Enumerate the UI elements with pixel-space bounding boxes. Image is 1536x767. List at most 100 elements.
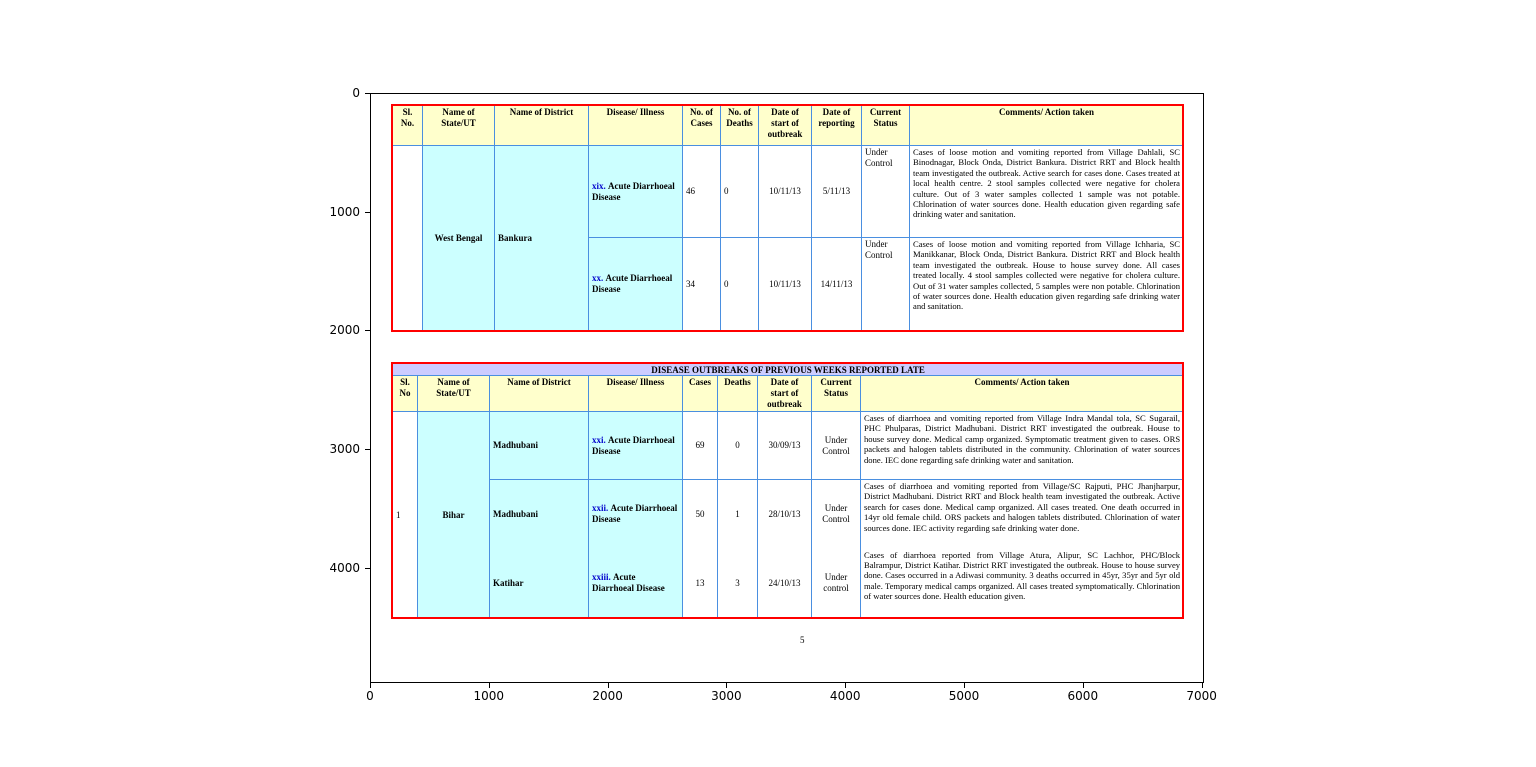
status-cell: Under control bbox=[811, 548, 861, 619]
x-tick-mark bbox=[845, 683, 847, 688]
header-cell: Name of District bbox=[489, 375, 589, 412]
item-number: xxiii. bbox=[592, 572, 611, 583]
y-tick-label: 4000 bbox=[329, 560, 360, 575]
header-cell: Comments/ Action taken bbox=[859, 375, 1185, 412]
y-tick-mark bbox=[365, 93, 370, 94]
header-cell: Comments/ Action taken bbox=[909, 105, 1184, 146]
header-cell: Cases bbox=[682, 375, 718, 412]
deaths-cell: 0 bbox=[720, 145, 759, 238]
start-date-cell: 24/10/13 bbox=[757, 548, 812, 619]
sl-cell: 1 bbox=[392, 411, 418, 619]
status-cell: Under Control bbox=[811, 411, 861, 480]
table-row: 1 Bihar Madhubani xxi. Acute Diarrhoeal … bbox=[392, 411, 1185, 619]
x-tick-mark bbox=[607, 683, 609, 688]
state-cell: Bihar bbox=[417, 411, 490, 619]
comments-cell: Cases of loose motion and vomiting repor… bbox=[909, 237, 1184, 331]
x-tick-mark bbox=[1082, 683, 1084, 688]
start-date-cell: 28/10/13 bbox=[757, 479, 812, 549]
table-row: xx. Acute Diarrhoeal Disease 34 0 10/11/… bbox=[393, 237, 1184, 331]
y-tick-label: 0 bbox=[352, 86, 360, 100]
header-cell: Sl. No. bbox=[392, 105, 423, 146]
y-tick-label: 3000 bbox=[329, 442, 360, 457]
table-row: Katihar xxiii. Acute Diarrhoeal Disease … bbox=[393, 548, 1185, 619]
y-tick-mark bbox=[365, 330, 370, 332]
deaths-cell: 0 bbox=[720, 237, 759, 331]
cases-cell: 13 bbox=[682, 548, 718, 619]
district-cell: Katihar bbox=[489, 548, 589, 619]
disease-name: Acute Diarrhoeal Disease bbox=[592, 503, 678, 525]
disease-name: Acute Diarrhoeal Disease bbox=[592, 434, 675, 456]
y-tick-label: 1000 bbox=[329, 204, 360, 219]
x-tick-mark bbox=[726, 683, 728, 688]
disease-cell: xxiii. Acute Diarrhoeal Disease bbox=[588, 548, 683, 619]
start-date-cell: 10/11/13 bbox=[758, 145, 812, 238]
header-row: Sl. No. Name of State/UT Name of Distric… bbox=[392, 105, 1184, 146]
item-number: xxi. bbox=[592, 434, 606, 445]
x-tick-label: 4000 bbox=[829, 689, 861, 703]
cases-cell: 50 bbox=[682, 479, 718, 549]
disease-name: Acute Diarrhoeal Disease bbox=[592, 180, 675, 202]
disease-cell: xix. Acute Diarrhoeal Disease bbox=[588, 145, 683, 238]
table-row: West Bengal Bankura xix. Acute Diarrhoea… bbox=[392, 145, 1184, 331]
status-cell: Under Control bbox=[861, 145, 910, 238]
table-row: Madhubani xxii. Acute Diarrhoeal Disease… bbox=[393, 479, 1185, 549]
item-number: xix. bbox=[592, 180, 606, 191]
x-tick-mark bbox=[488, 683, 490, 688]
header-cell: Name of State/UT bbox=[417, 375, 490, 412]
x-tick-mark bbox=[1201, 683, 1203, 688]
district-cell: Madhubani bbox=[489, 479, 589, 549]
cases-cell: 34 bbox=[682, 237, 721, 331]
deaths-cell: 0 bbox=[717, 411, 758, 480]
disease-name: Acute Diarrhoeal Disease bbox=[592, 273, 673, 294]
start-date-cell: 10/11/13 bbox=[758, 237, 812, 331]
comments-cell: Cases of diarrhoea and vomiting reported… bbox=[859, 479, 1185, 549]
disease-name: Acute Diarrhoeal Disease bbox=[592, 572, 665, 594]
sl-cell bbox=[392, 145, 423, 331]
header-cell: Date of start of outbreak bbox=[758, 105, 812, 146]
header-cell: Sl. No bbox=[392, 375, 418, 412]
start-date-cell: 30/09/13 bbox=[757, 411, 812, 480]
district-cell: Bankura bbox=[494, 145, 589, 331]
item-number: xx. bbox=[592, 273, 604, 283]
plot-axes bbox=[370, 93, 1204, 683]
deaths-cell: 1 bbox=[717, 479, 758, 549]
header-cell: Disease/ Illness bbox=[588, 375, 683, 412]
district-cell: Madhubani bbox=[489, 411, 589, 480]
deaths-cell: 3 bbox=[717, 548, 758, 619]
x-tick-label: 1000 bbox=[473, 689, 505, 703]
x-tick-mark bbox=[964, 683, 966, 688]
x-tick-label: 7000 bbox=[1186, 689, 1217, 703]
disease-cell: xx. Acute Diarrhoeal Disease bbox=[588, 237, 683, 331]
y-tick-mark bbox=[365, 211, 370, 213]
comments-cell: Cases of diarrhoea reported from Village… bbox=[859, 548, 1185, 619]
y-tick-mark bbox=[365, 449, 370, 451]
cases-cell: 46 bbox=[682, 145, 721, 238]
table-title: DISEASE OUTBREAKS OF PREVIOUS WEEKS REPO… bbox=[391, 363, 1185, 376]
x-tick-label: 6000 bbox=[1067, 689, 1099, 703]
x-tick-label: 0 bbox=[366, 689, 374, 703]
status-cell: Under Control bbox=[811, 479, 861, 549]
header-cell: No. of Cases bbox=[682, 105, 721, 146]
header-cell: Current Status bbox=[811, 375, 861, 412]
cases-cell: 69 bbox=[682, 411, 718, 480]
status-cell: Under Control bbox=[861, 237, 910, 331]
disease-cell: xxii. Acute Diarrhoeal Disease bbox=[588, 479, 683, 549]
late-outbreak-table: DISEASE OUTBREAKS OF PREVIOUS WEEKS REPO… bbox=[391, 363, 1185, 619]
x-tick-label: 3000 bbox=[711, 689, 742, 703]
header-cell: Date of reporting bbox=[811, 105, 862, 146]
header-cell: Current Status bbox=[861, 105, 910, 146]
header-cell: Name of District bbox=[494, 105, 589, 146]
header-cell: Disease/ Illness bbox=[588, 105, 683, 146]
item-number: xxii. bbox=[592, 503, 609, 514]
x-tick-label: 2000 bbox=[592, 689, 623, 703]
disease-cell: xxi. Acute Diarrhoeal Disease bbox=[588, 411, 683, 480]
page-number: 5 bbox=[800, 635, 805, 645]
x-tick-mark bbox=[370, 683, 371, 688]
reporting-date-cell: 5/11/13 bbox=[811, 145, 862, 238]
header-cell: No. of Deaths bbox=[720, 105, 759, 146]
header-cell: Date of start of outbreak bbox=[757, 375, 812, 412]
outbreak-table: Sl. No. Name of State/UT Name of Distric… bbox=[392, 105, 1184, 331]
comments-cell: Cases of loose motion and vomiting repor… bbox=[909, 145, 1184, 238]
reporting-date-cell: 14/11/13 bbox=[811, 237, 862, 331]
header-cell: Deaths bbox=[717, 375, 758, 412]
